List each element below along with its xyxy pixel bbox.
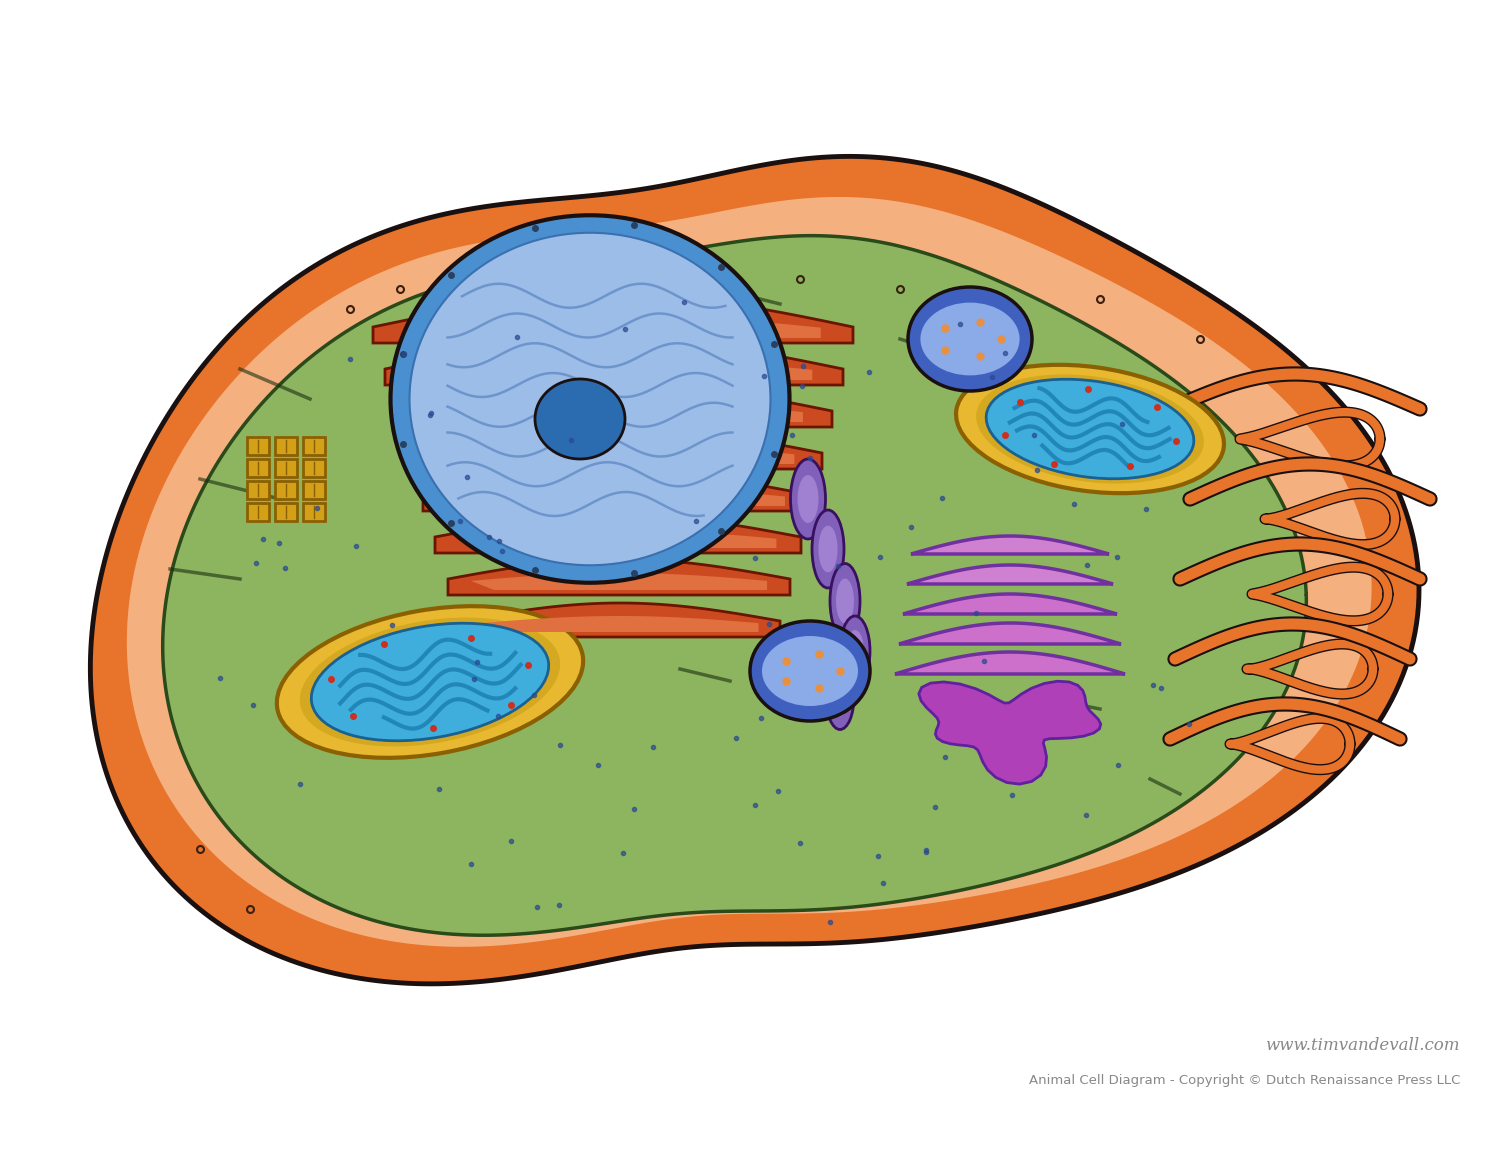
Bar (303, 437, 326, 455)
Bar (274, 503, 297, 522)
Polygon shape (162, 235, 1306, 935)
Polygon shape (448, 487, 784, 506)
Polygon shape (898, 624, 1120, 644)
Ellipse shape (956, 365, 1224, 494)
Ellipse shape (300, 618, 560, 746)
Polygon shape (423, 471, 812, 511)
Polygon shape (416, 358, 813, 380)
Ellipse shape (312, 624, 549, 741)
Ellipse shape (846, 630, 864, 672)
Ellipse shape (812, 510, 844, 588)
Polygon shape (459, 530, 777, 548)
Polygon shape (920, 681, 1101, 785)
Bar (274, 459, 297, 478)
Ellipse shape (840, 615, 870, 686)
Ellipse shape (410, 233, 771, 566)
Ellipse shape (976, 374, 1204, 483)
Bar (248, 503, 268, 522)
Polygon shape (896, 653, 1125, 675)
Polygon shape (438, 444, 795, 464)
Ellipse shape (836, 578, 854, 624)
Ellipse shape (790, 459, 825, 539)
Bar (303, 459, 326, 478)
Ellipse shape (819, 525, 837, 573)
Bar (274, 437, 297, 455)
Polygon shape (903, 595, 1118, 614)
Ellipse shape (827, 664, 854, 729)
Ellipse shape (536, 379, 626, 459)
Ellipse shape (831, 678, 849, 716)
Polygon shape (90, 156, 1419, 984)
Ellipse shape (921, 302, 1020, 376)
Polygon shape (128, 197, 1371, 947)
Ellipse shape (908, 287, 1032, 391)
Polygon shape (471, 573, 766, 590)
Polygon shape (460, 603, 780, 637)
Ellipse shape (278, 606, 584, 758)
Polygon shape (435, 515, 801, 553)
Text: www.timvandevall.com: www.timvandevall.com (1266, 1037, 1460, 1054)
Ellipse shape (762, 636, 858, 706)
Ellipse shape (830, 563, 860, 639)
Bar (274, 481, 297, 500)
Text: Animal Cell Diagram - Copyright © Dutch Renaissance Press LLC: Animal Cell Diagram - Copyright © Dutch … (1029, 1074, 1460, 1087)
Polygon shape (374, 296, 854, 343)
Polygon shape (482, 615, 759, 632)
Bar (303, 481, 326, 500)
Bar (303, 503, 326, 522)
Bar (248, 459, 268, 478)
Polygon shape (410, 427, 822, 469)
Polygon shape (448, 559, 790, 595)
Bar (248, 481, 268, 500)
Polygon shape (386, 338, 843, 385)
Polygon shape (398, 382, 832, 427)
Polygon shape (910, 535, 1108, 554)
Polygon shape (908, 564, 1113, 584)
Ellipse shape (986, 379, 1194, 479)
Polygon shape (405, 315, 820, 338)
Bar (248, 437, 268, 455)
Ellipse shape (390, 216, 789, 583)
Ellipse shape (750, 621, 870, 721)
Ellipse shape (798, 475, 819, 523)
Polygon shape (427, 401, 802, 422)
